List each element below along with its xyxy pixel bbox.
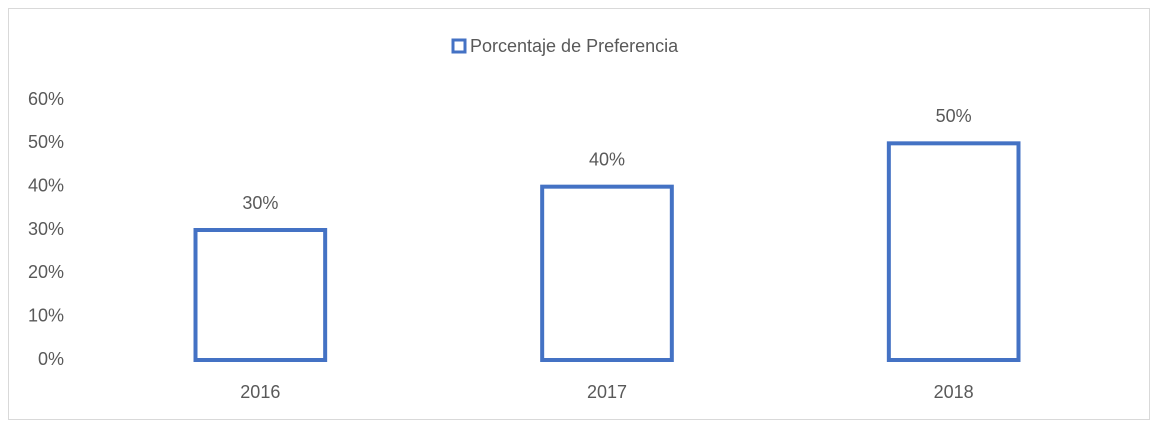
legend-marker (451, 38, 467, 54)
y-tick-label: 10% (28, 305, 64, 325)
data-label: 40% (589, 149, 625, 169)
y-tick-label: 20% (28, 262, 64, 282)
y-tick-label: 0% (38, 349, 64, 369)
bar (886, 141, 1021, 362)
bar (540, 184, 674, 362)
y-tick-label: 30% (28, 219, 64, 239)
bar (193, 228, 328, 362)
data-label: 50% (936, 106, 972, 126)
x-tick-label: 2018 (934, 382, 974, 402)
y-tick-label: 40% (28, 175, 64, 195)
x-tick-label: 2016 (240, 382, 280, 402)
data-label: 30% (242, 193, 278, 213)
y-tick-label: 60% (28, 89, 64, 109)
x-tick-label: 2017 (587, 382, 627, 402)
y-tick-label: 50% (28, 132, 64, 152)
legend-label: Porcentaje de Preferencia (470, 36, 679, 56)
